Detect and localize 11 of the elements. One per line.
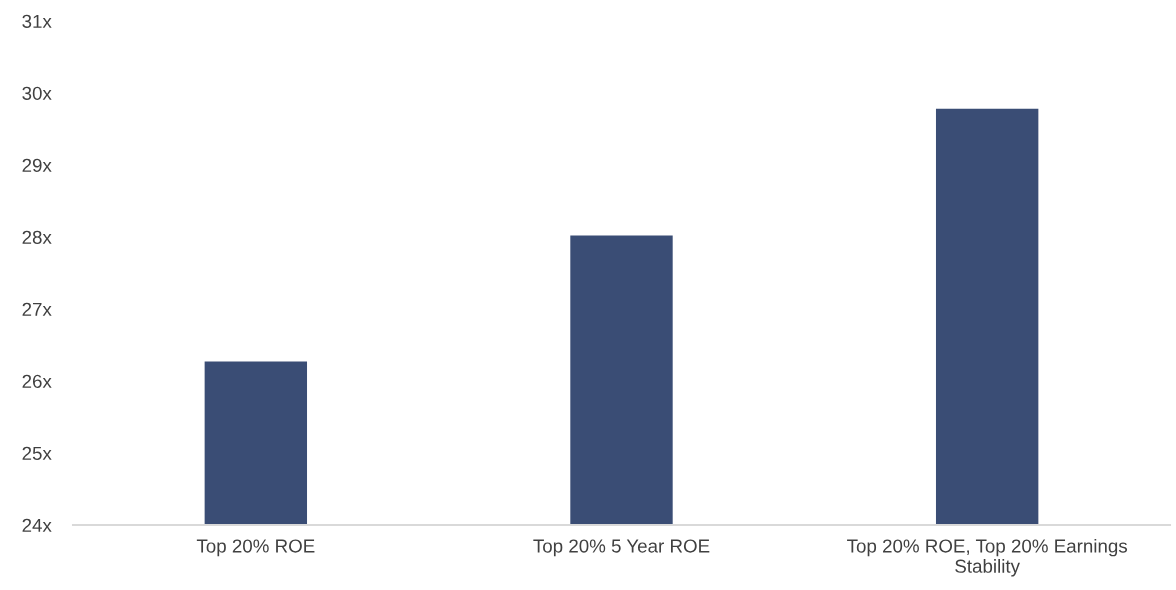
y-tick-label: 30x bbox=[22, 86, 52, 100]
y-tick-label: 31x bbox=[22, 14, 52, 28]
y-tick-label: 26x bbox=[22, 374, 52, 388]
y-tick-label: 27x bbox=[22, 302, 52, 316]
y-tick-label: 24x bbox=[22, 518, 52, 532]
x-tick-label: Top 20% ROE bbox=[196, 539, 315, 557]
y-tick-label: 29x bbox=[22, 158, 52, 172]
x-tick-label: Top 20% ROE, Top 20% Earnings Stability bbox=[847, 538, 1128, 577]
y-tick-label: 25x bbox=[22, 446, 52, 460]
x-tick-label: Top 20% 5 Year ROE bbox=[533, 539, 710, 557]
y-tick-label: 28x bbox=[22, 230, 52, 244]
